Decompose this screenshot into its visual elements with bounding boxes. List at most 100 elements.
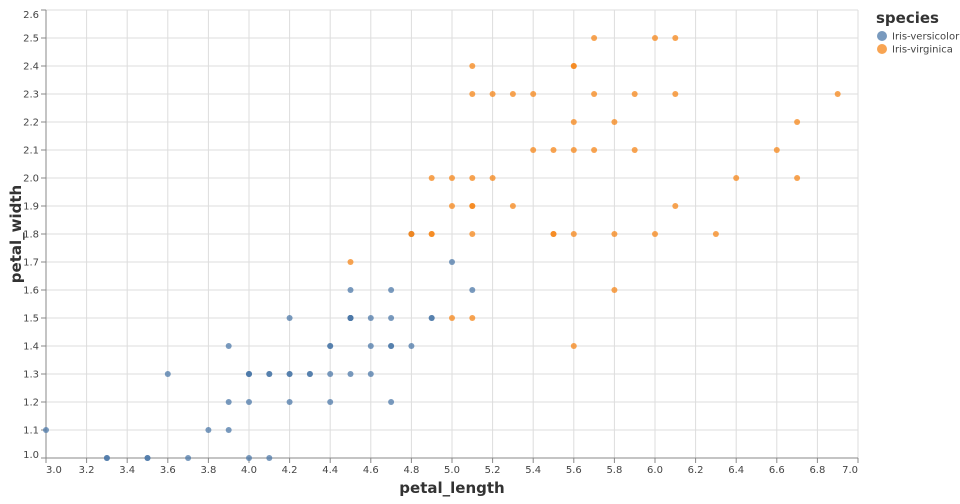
data-point — [469, 203, 476, 209]
data-point — [469, 91, 476, 97]
x-tick-label: 3.6 — [160, 465, 176, 476]
y-tick-label: 1.9 — [23, 202, 39, 213]
data-point — [773, 147, 780, 153]
data-point — [631, 147, 638, 153]
data-point — [388, 287, 395, 293]
y-tick-label: 1.1 — [23, 426, 39, 437]
x-tick-label: 5.8 — [606, 465, 622, 476]
data-point — [388, 315, 395, 321]
data-point — [144, 455, 151, 461]
data-point — [489, 175, 496, 181]
x-tick-label: 6.4 — [728, 465, 744, 476]
x-tick-label: 4.8 — [403, 465, 419, 476]
y-tick-label: 2.3 — [23, 90, 39, 101]
x-axis: 3.0 3.2 3.4 3.6 3.8 4.0 4.2 4.4 4.6 4.8 5.0 5.2 5.4 5… — [45, 457, 859, 476]
x-tick-label: 5.2 — [485, 465, 501, 476]
y-tick-label: 2.6 — [23, 10, 39, 21]
data-point — [347, 287, 354, 293]
x-tick-label: 3.0 — [46, 465, 62, 476]
y-tick-label: 2.4 — [23, 62, 39, 73]
data-point — [43, 427, 49, 433]
x-tick-label: 6.6 — [769, 465, 785, 476]
data-point — [794, 119, 801, 125]
data-point — [611, 231, 618, 237]
data-point — [509, 203, 516, 209]
data-point — [570, 63, 577, 69]
data-point — [631, 91, 638, 97]
x-tick-label: 5.4 — [525, 465, 541, 476]
data-point — [103, 455, 110, 461]
data-point — [225, 343, 232, 349]
y-tick-label: 1.5 — [23, 314, 39, 325]
data-point — [449, 175, 455, 181]
data-point — [530, 91, 537, 97]
x-tick-label: 3.4 — [119, 465, 135, 476]
y-tick-label: 1.3 — [23, 370, 39, 381]
data-point — [246, 371, 252, 377]
y-tick-label: 2.0 — [23, 174, 39, 185]
x-tick-label: 5.0 — [444, 465, 460, 476]
data-point — [550, 147, 557, 153]
data-point — [672, 35, 679, 41]
x-tick-label: 6.8 — [809, 465, 825, 476]
data-point — [794, 175, 801, 181]
data-point — [469, 315, 476, 321]
x-tick-label: 3.8 — [200, 465, 216, 476]
data-point — [591, 147, 598, 153]
data-point — [428, 315, 435, 321]
data-point — [225, 399, 232, 405]
data-point — [570, 119, 577, 125]
y-tick-label: 2.2 — [23, 118, 39, 129]
y-tick-label: 2.1 — [23, 146, 39, 157]
y-axis: 1.0 1.1 1.2 1.3 1.4 1.5 1.6 1.7 1.8 1.9 2.0 2.1 2.2 2… — [23, 9, 47, 461]
y-tick-label: 1.8 — [23, 230, 39, 241]
data-point — [428, 231, 435, 237]
y-tick-label: 1.0 — [23, 450, 39, 461]
data-point — [367, 371, 374, 377]
data-point — [530, 147, 537, 153]
legend-title: species — [876, 9, 939, 27]
y-axis-title: petal_width — [7, 185, 25, 283]
data-point — [469, 231, 476, 237]
x-tick-label: 4.4 — [322, 465, 338, 476]
data-point — [449, 259, 455, 265]
data-point — [733, 175, 740, 181]
x-tick-label: 7.0 — [842, 465, 858, 476]
data-point — [591, 35, 598, 41]
data-point — [266, 455, 273, 461]
data-point — [347, 259, 354, 265]
x-tick-label: 4.0 — [241, 465, 257, 476]
data-point — [286, 371, 293, 377]
data-point — [266, 371, 273, 377]
data-point — [286, 315, 293, 321]
data-point — [469, 287, 476, 293]
grid — [45, 9, 859, 459]
data-point — [347, 315, 354, 321]
data-point — [327, 343, 334, 349]
data-point — [591, 91, 598, 97]
data-point — [428, 175, 435, 181]
x-tick-label: 3.2 — [79, 465, 95, 476]
data-point — [652, 231, 658, 237]
legend-symbol — [877, 31, 887, 41]
x-tick-label: 5.6 — [566, 465, 582, 476]
data-point — [327, 399, 334, 405]
data-point — [570, 231, 577, 237]
data-point — [672, 203, 679, 209]
data-point — [449, 315, 455, 321]
y-tick-label: 1.6 — [23, 286, 39, 297]
data-point — [449, 203, 455, 209]
data-point — [286, 399, 293, 405]
data-point — [611, 287, 618, 293]
data-point — [388, 399, 395, 405]
data-point — [367, 315, 374, 321]
data-point — [327, 371, 334, 377]
legend-label: Iris-virginica — [892, 45, 953, 56]
data-point — [408, 343, 415, 349]
data-point — [306, 371, 313, 377]
x-axis-title: petal_length — [399, 479, 504, 497]
data-point — [550, 231, 557, 237]
x-tick-label: 4.2 — [282, 465, 298, 476]
data-point — [611, 119, 618, 125]
